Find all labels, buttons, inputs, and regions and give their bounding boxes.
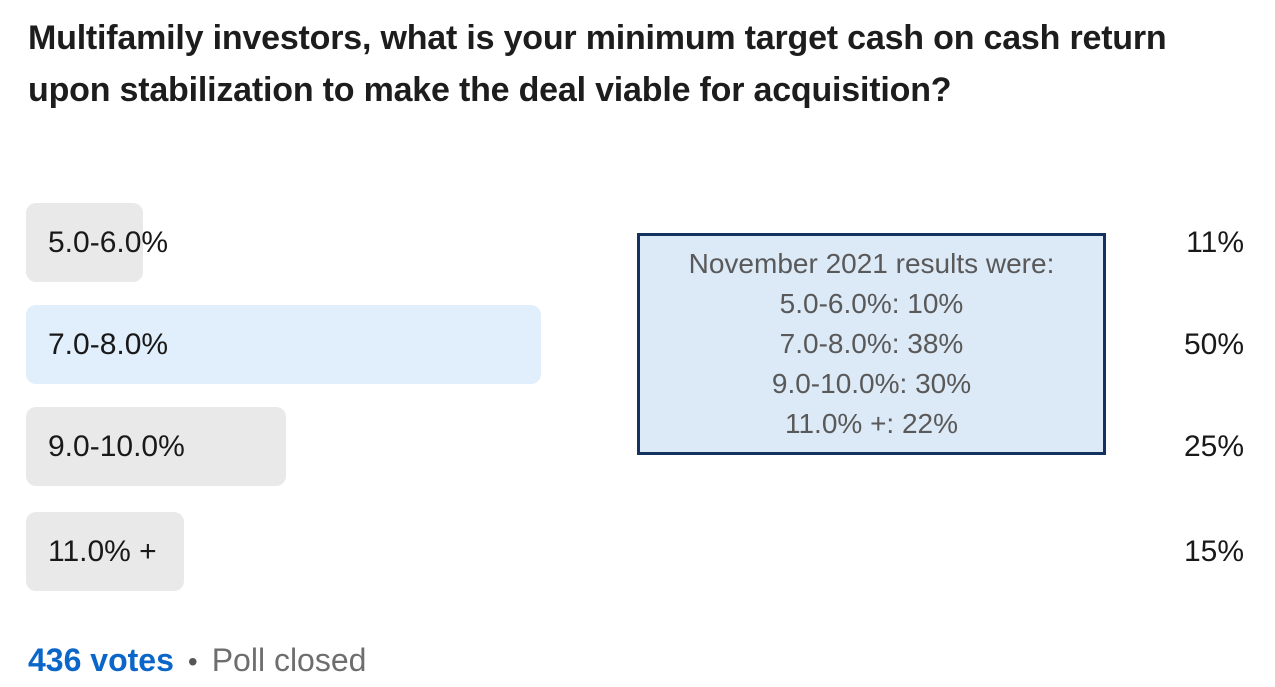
annotation-line: 5.0-6.0%: 10% [779,288,964,319]
poll-option-label: 7.0-8.0% [48,327,169,361]
poll-question: Multifamily investors, what is your mini… [28,19,1167,109]
poll-option-label: 11.0% + [48,534,157,568]
poll-option-percentage: 25% [1183,429,1244,463]
poll-option-percentage: 15% [1183,534,1244,568]
annotation-line: 9.0-10.0%: 30% [771,368,972,399]
annotation-line: November 2021 results were: [688,248,1055,279]
poll-option-bar [26,203,143,282]
poll-option-percentage: 50% [1183,327,1244,361]
poll-option-label: 5.0-6.0% [48,225,169,259]
footer-separator: • [187,646,198,677]
poll-options: 5.0-6.0% 11% 7.0-8.0% 50% 9.0-10.0% 25% … [26,203,1244,603]
poll-option-bar [26,305,541,384]
poll-option-row: 11.0% + 15% [26,512,1244,592]
poll-option-bar [26,512,184,591]
poll-option-label: 9.0-10.0% [48,429,185,463]
poll-option-row: 5.0-6.0% 11% [26,203,1244,283]
poll-option-row: 7.0-8.0% 50% [26,305,1244,385]
poll-option-bar [26,407,286,486]
poll-option-percentage: 11% [1186,225,1244,259]
annotation-line: 11.0% +: 22% [784,408,959,439]
poll-option-row: 9.0-10.0% 25% [26,407,1244,487]
votes-link[interactable]: 436 votes [28,642,174,678]
annotation-line: 7.0-8.0%: 38% [779,328,964,359]
annotation-box: November 2021 results were: 5.0-6.0%: 10… [637,233,1106,455]
poll-footer: 436 votes • Poll closed [28,642,366,679]
poll-status: Poll closed [211,642,367,678]
